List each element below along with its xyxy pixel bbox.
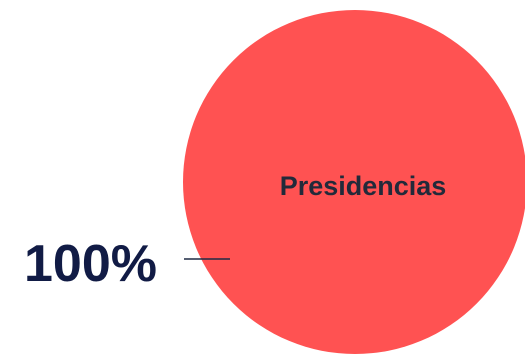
slice-label: Presidencias bbox=[280, 171, 447, 201]
slice-percent-label: 100% bbox=[24, 235, 157, 293]
pie-slices bbox=[183, 10, 525, 354]
pie-slice-0 bbox=[183, 10, 525, 354]
